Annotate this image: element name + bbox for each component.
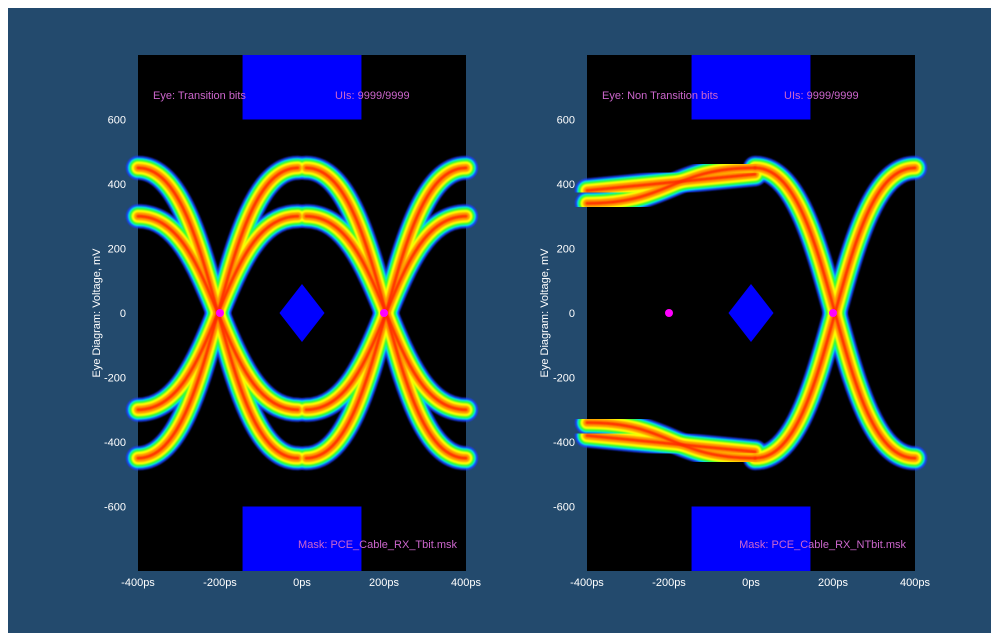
x-tick-labels: -400ps -200ps 0ps 200ps 400ps (570, 577, 930, 589)
eye-trace (585, 434, 757, 454)
eye-annotation: Eye: Transition bits (153, 90, 246, 102)
y-tick-label: 400 (108, 179, 126, 191)
mask-bottom-band (691, 506, 811, 571)
x-tick-label: 200ps (369, 577, 399, 589)
y-axis-label: Eye Diagram: Voltage, mV (539, 248, 551, 378)
mask-regions (242, 55, 362, 571)
crossing-marker (829, 309, 837, 317)
eye-chart-transition: Eye: Transition bits UIs: 9999/9999 Mask… (91, 55, 481, 589)
crossing-marker (665, 309, 673, 317)
y-tick-labels: 600 400 200 0 -200 -400 -600 (104, 115, 126, 514)
eye-trace (585, 172, 757, 192)
y-tick-label: -400 (553, 437, 575, 449)
y-tick-label: 200 (557, 244, 575, 256)
eye-chart-non-transition: Eye: Non Transition bits UIs: 9999/9999 … (539, 55, 930, 589)
y-tick-label: -200 (553, 373, 575, 385)
x-tick-label: -400ps (121, 577, 155, 589)
x-tick-label: 0ps (293, 577, 311, 589)
y-tick-label: -600 (553, 502, 575, 514)
x-tick-label: -200ps (652, 577, 686, 589)
x-tick-label: -200ps (203, 577, 237, 589)
y-tick-label: 0 (120, 308, 126, 320)
y-tick-label: 0 (569, 308, 575, 320)
mask-top-band (242, 55, 362, 120)
y-tick-label: -200 (104, 373, 126, 385)
mask-bottom-band (242, 506, 362, 571)
mask-annotation: Mask: PCE_Cable_RX_NTbit.msk (739, 539, 906, 551)
uis-annotation: UIs: 9999/9999 (784, 90, 859, 102)
y-tick-label: -600 (104, 502, 126, 514)
mask-diamond (728, 283, 774, 343)
x-tick-label: -400ps (570, 577, 604, 589)
eye-trace (585, 421, 757, 460)
eye-trace (585, 166, 757, 205)
y-tick-labels: 600 400 200 0 -200 -400 -600 (553, 115, 575, 514)
y-tick-label: 600 (557, 115, 575, 127)
y-tick-label: -400 (104, 437, 126, 449)
y-tick-label: 400 (557, 179, 575, 191)
uis-annotation: UIs: 9999/9999 (335, 90, 410, 102)
crossing-markers (665, 309, 837, 317)
mask-regions (691, 55, 811, 571)
x-tick-label: 400ps (451, 577, 481, 589)
eye-traces (575, 155, 927, 471)
x-tick-label: 0ps (742, 577, 760, 589)
crossing-marker (380, 309, 388, 317)
y-axis-label: Eye Diagram: Voltage, mV (91, 248, 103, 378)
x-tick-label: 200ps (818, 577, 848, 589)
mask-top-band (691, 55, 811, 120)
crossing-markers (216, 309, 388, 317)
x-tick-label: 400ps (900, 577, 930, 589)
y-tick-label: 600 (108, 115, 126, 127)
mask-annotation: Mask: PCE_Cable_RX_Tbit.msk (298, 539, 457, 551)
mask-diamond (279, 283, 325, 343)
x-tick-labels: -400ps -200ps 0ps 200ps 400ps (121, 577, 481, 589)
y-tick-label: 200 (108, 244, 126, 256)
crossing-marker (216, 309, 224, 317)
eye-annotation: Eye: Non Transition bits (602, 90, 719, 102)
